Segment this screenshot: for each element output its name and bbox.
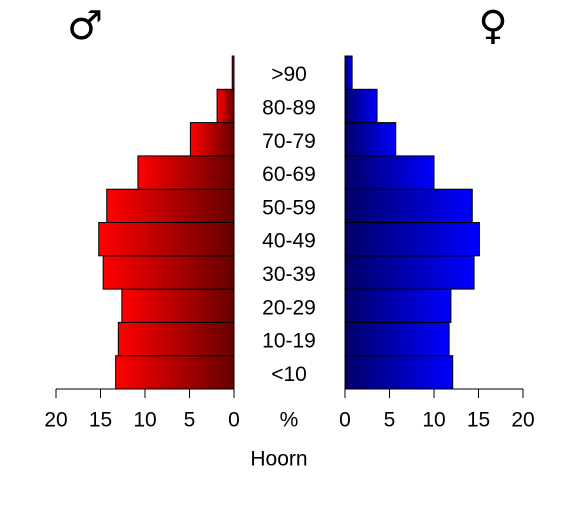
- category-label: <10: [271, 363, 307, 386]
- bar: [344, 155, 435, 190]
- category-label: 20-29: [262, 296, 316, 319]
- x-tick-label: 5: [384, 409, 396, 432]
- bar: [344, 222, 480, 257]
- bar: [344, 355, 454, 390]
- bar: [344, 288, 452, 323]
- bar: [344, 122, 397, 157]
- x-tick-label: 10: [422, 409, 445, 432]
- category-label: 70-79: [262, 130, 316, 153]
- category-label: 50-59: [262, 196, 316, 219]
- unit-label: %: [280, 409, 299, 432]
- x-tick-label: 5: [184, 409, 196, 432]
- category-label: 80-89: [262, 96, 316, 119]
- bar: [344, 55, 353, 90]
- bar: [137, 155, 235, 190]
- category-label: 40-49: [262, 230, 316, 253]
- female-symbol: ♀: [478, 3, 507, 49]
- bar: [115, 355, 235, 390]
- bar: [216, 88, 235, 124]
- bar: [344, 321, 450, 357]
- bar: [344, 188, 473, 223]
- category-label: 60-69: [262, 163, 316, 186]
- chart-title: Hoorn: [250, 448, 307, 471]
- category-label: 30-39: [262, 263, 316, 286]
- bar: [106, 188, 235, 223]
- bar: [344, 88, 378, 124]
- x-tick-label: 15: [467, 409, 490, 432]
- bar: [98, 222, 235, 257]
- bar: [117, 321, 235, 357]
- x-tick-label: 0: [228, 409, 240, 432]
- x-tick-label: 0: [339, 409, 351, 432]
- x-tick-label: 15: [89, 409, 112, 432]
- male-symbol: ♂: [67, 3, 103, 49]
- bar: [231, 55, 235, 90]
- bar: [121, 288, 235, 323]
- category-label: 10-19: [262, 330, 316, 353]
- bar: [189, 122, 235, 157]
- bar: [102, 255, 235, 290]
- x-tick-label: 20: [44, 409, 67, 432]
- category-label: >90: [271, 63, 307, 86]
- x-tick-label: 20: [511, 409, 534, 432]
- x-tick-label: 10: [133, 409, 156, 432]
- bar: [344, 255, 475, 290]
